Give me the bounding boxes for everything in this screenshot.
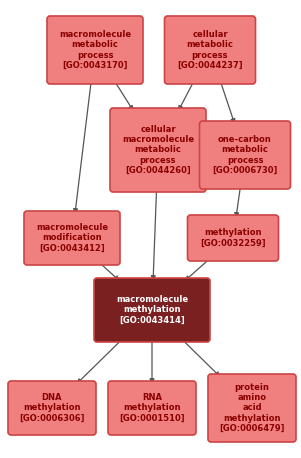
FancyBboxPatch shape — [24, 211, 120, 265]
Text: macromolecule
modification
[GO:0043412]: macromolecule modification [GO:0043412] — [36, 223, 108, 253]
Text: one-carbon
metabolic
process
[GO:0006730]: one-carbon metabolic process [GO:0006730… — [212, 135, 278, 175]
Text: RNA
methylation
[GO:0001510]: RNA methylation [GO:0001510] — [119, 393, 185, 423]
Text: cellular
macromolecule
metabolic
process
[GO:0044260]: cellular macromolecule metabolic process… — [122, 125, 194, 175]
FancyBboxPatch shape — [108, 381, 196, 435]
FancyBboxPatch shape — [200, 121, 290, 189]
Text: protein
amino
acid
methylation
[GO:0006479]: protein amino acid methylation [GO:00064… — [219, 383, 285, 433]
FancyBboxPatch shape — [47, 16, 143, 84]
FancyBboxPatch shape — [94, 278, 210, 342]
FancyBboxPatch shape — [188, 215, 278, 261]
Text: cellular
metabolic
process
[GO:0044237]: cellular metabolic process [GO:0044237] — [177, 30, 243, 70]
Text: macromolecule
metabolic
process
[GO:0043170]: macromolecule metabolic process [GO:0043… — [59, 30, 131, 70]
FancyBboxPatch shape — [8, 381, 96, 435]
Text: macromolecule
methylation
[GO:0043414]: macromolecule methylation [GO:0043414] — [116, 295, 188, 325]
FancyBboxPatch shape — [208, 374, 296, 442]
FancyBboxPatch shape — [110, 108, 206, 192]
Text: methylation
[GO:0032259]: methylation [GO:0032259] — [200, 228, 266, 248]
FancyBboxPatch shape — [165, 16, 256, 84]
Text: DNA
methylation
[GO:0006306]: DNA methylation [GO:0006306] — [19, 393, 85, 423]
